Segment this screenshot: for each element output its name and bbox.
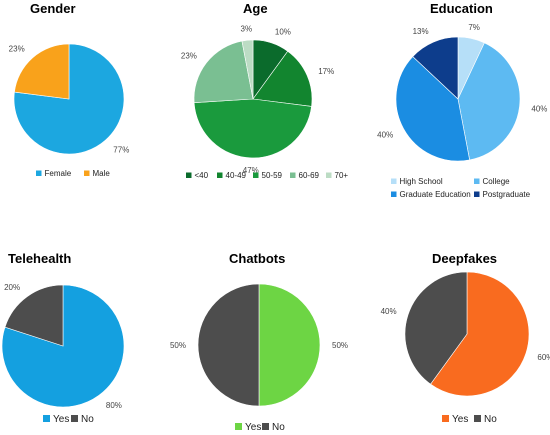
- chart-legend: Yes No: [43, 414, 94, 425]
- chart-legend: Yes No: [442, 414, 497, 425]
- pie-label-no: 20%: [4, 283, 20, 292]
- pie-slice-college: [457, 42, 521, 161]
- pie-label-yes: 80%: [106, 401, 122, 410]
- chart-telehealth: Telehealth 80% 20% Yes No: [1, 251, 125, 425]
- chart-title: Education: [430, 1, 493, 16]
- legend-swatch-50-59: [253, 172, 259, 178]
- chart-title: Gender: [30, 1, 76, 16]
- legend-swatch-yes: [235, 423, 242, 430]
- pie-slice-no: [197, 283, 260, 407]
- pie-label-40-49: 17%: [318, 67, 334, 76]
- pie-label-female: 77%: [113, 145, 129, 154]
- chart-title: Telehealth: [8, 251, 71, 266]
- pie-slice-60-69: [193, 40, 254, 104]
- chart-legend: Yes No: [235, 422, 285, 433]
- legend-swatch-no: [262, 423, 269, 430]
- pie-label-postgraduate: 13%: [413, 27, 429, 36]
- legend-swatch-college: [474, 178, 480, 184]
- legend-label-female: Female: [45, 169, 72, 178]
- legend-label-yes: Yes: [452, 414, 468, 425]
- legend-swatch-70: [326, 172, 332, 178]
- chart-legend: High School College Graduate Education Post…: [391, 177, 531, 199]
- pie-label-yes: 60%: [537, 353, 550, 362]
- legend-label-yes: Yes: [53, 414, 69, 425]
- pie-label-high-school: 7%: [468, 23, 480, 32]
- legend-swatch-graduate-education: [391, 191, 397, 197]
- chart-deepfakes: Deepfakes 60% 40% Yes No: [381, 251, 550, 425]
- legend-swatch-yes: [442, 415, 449, 422]
- legend-label-50-59: 50-59: [262, 171, 283, 180]
- legend-label-no: No: [484, 414, 497, 425]
- legend-label-postgraduate: Postgraduate: [483, 190, 531, 199]
- pie-label-no: 50%: [170, 341, 186, 350]
- legend-label-60-69: 60-69: [299, 171, 320, 180]
- pie-slice-yes: [258, 283, 321, 407]
- pie-slice-postgraduate: [412, 36, 459, 100]
- pie-label-yes: 50%: [332, 341, 348, 350]
- legend-label-high-school: High School: [400, 177, 443, 186]
- pie-label-60-69: 23%: [181, 52, 197, 61]
- legend-label-no: No: [272, 422, 285, 433]
- chart-title: Age: [243, 1, 268, 16]
- chart-legend: <40 40-49 50-59 60-69 70+: [186, 171, 348, 180]
- pie-slice-70: [241, 39, 254, 100]
- legend-label-yes: Yes: [245, 422, 261, 433]
- chart-legend: Female Male: [36, 169, 110, 178]
- pie-slice-male: [14, 43, 70, 100]
- legend-swatch-male: [84, 170, 90, 176]
- pie-label-no: 40%: [381, 307, 397, 316]
- legend-swatch-40: [186, 172, 192, 178]
- pie-slice-no: [4, 284, 64, 347]
- pie-slice-40-49: [252, 50, 313, 107]
- legend-label-70: 70+: [335, 171, 349, 180]
- chart-age: Age 10% 17% 47% 23% 3% <40 40-49 50-59 60-69 70+: [181, 1, 349, 180]
- pie-slice-graduate-education: [395, 56, 470, 162]
- legend-label-no: No: [81, 414, 94, 425]
- pie-label-40: 10%: [275, 28, 291, 37]
- legend-swatch-female: [36, 170, 42, 176]
- chart-gender: Gender 77% 23% Female Male: [9, 1, 130, 178]
- pie-label-50-59: 47%: [243, 166, 259, 175]
- legend-label-graduate-education: Graduate Education: [400, 190, 471, 199]
- legend-swatch-60-69: [290, 172, 296, 178]
- pie-label-graduate-education: 40%: [377, 131, 393, 140]
- pie-label-male: 23%: [9, 45, 25, 54]
- legend-swatch-postgraduate: [474, 191, 480, 197]
- chart-education: Education 7% 40% 40% 13% High School College Gr…: [377, 1, 547, 199]
- pie-slice-no: [404, 271, 468, 385]
- legend-label-40: <40: [195, 171, 209, 180]
- legend-swatch-yes: [43, 415, 50, 422]
- legend-label-40-49: 40-49: [226, 171, 247, 180]
- legend-swatch-40-49: [217, 172, 223, 178]
- legend-label-male: Male: [93, 169, 111, 178]
- pie-label-70: 3%: [241, 24, 253, 33]
- pie-slice-50-59: [193, 98, 312, 159]
- pie-label-college: 40%: [531, 104, 547, 113]
- legend-swatch-high-school: [391, 178, 397, 184]
- chart-title: Deepfakes: [432, 251, 497, 266]
- legend-label-college: College: [483, 177, 511, 186]
- chart-chatbots: Chatbots 50% 50% Yes No: [170, 251, 348, 433]
- chart-title: Chatbots: [229, 251, 285, 266]
- pie-slice-yes: [430, 271, 530, 397]
- pie-slice-female: [13, 43, 125, 155]
- legend-swatch-no: [474, 415, 481, 422]
- legend-swatch-no: [71, 415, 78, 422]
